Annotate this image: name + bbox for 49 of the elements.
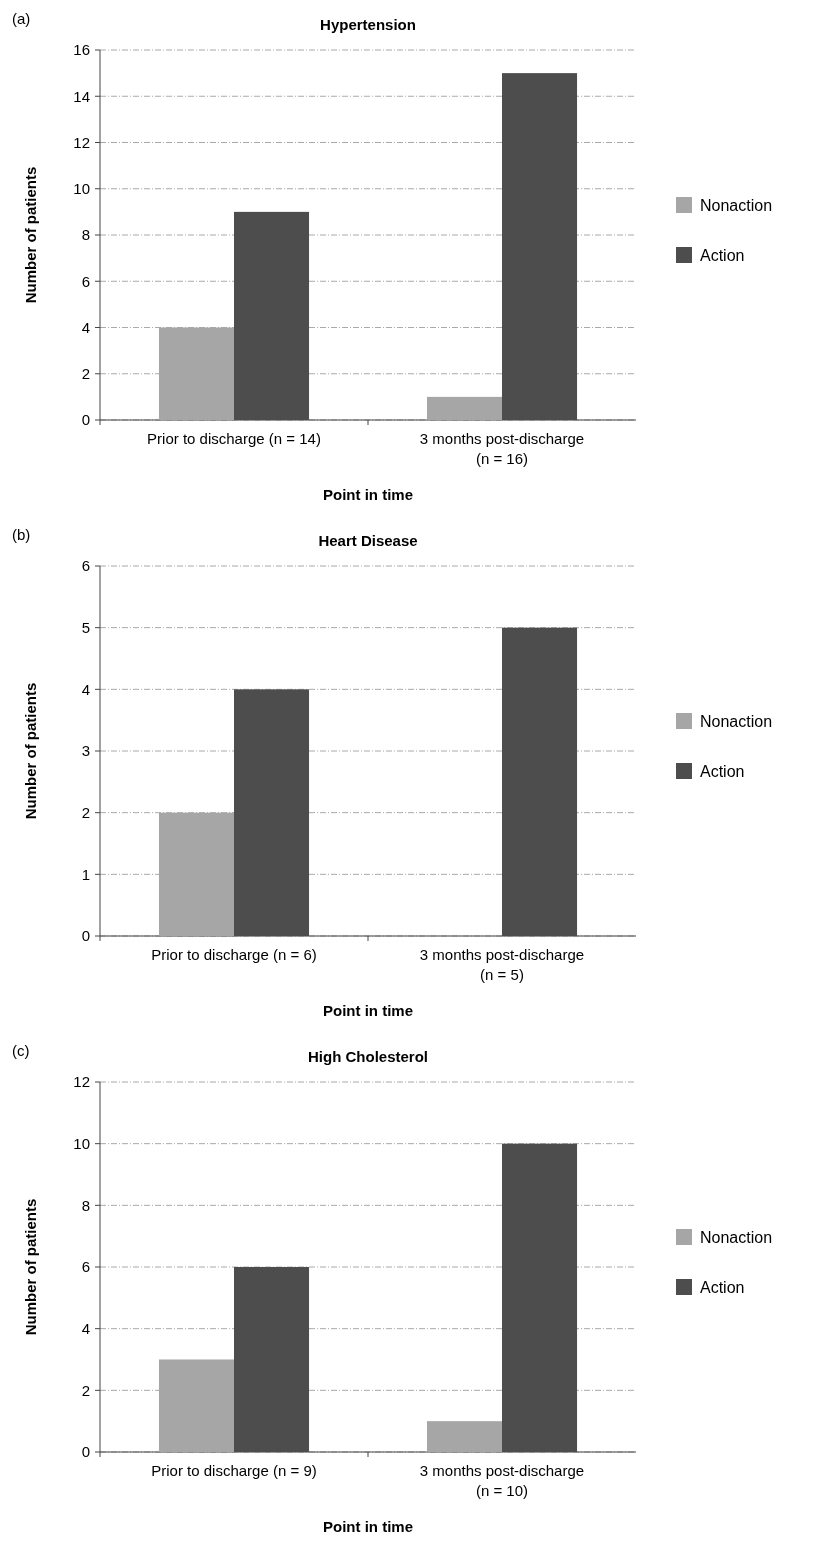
y-tick-label: 6 [81,272,90,290]
legend-label: Nonaction [700,712,773,730]
x-tick-label: Prior to discharge (n = 9) [151,1462,317,1479]
y-tick-label: 0 [81,411,90,429]
y-tick-label: 4 [81,680,90,698]
y-tick-label: 8 [81,226,90,244]
x-axis-title: Point in time [323,1002,413,1019]
y-tick-label: 8 [81,1196,90,1214]
x-axis-title: Point in time [323,486,413,503]
y-tick-label: 6 [81,1258,90,1276]
y-tick-label: 1 [81,865,90,883]
y-tick-label: 2 [81,1381,90,1399]
text: (b) [12,526,31,543]
chart-title: Heart Disease [318,532,418,549]
y-tick-label: 10 [73,1134,90,1152]
x-tick-label: 3 months post-discharge (n = 16) [419,430,585,467]
legend-label: Nonaction [700,196,773,214]
y-axis-title: Number of patients [22,1198,39,1336]
y-tick-label: 10 [73,180,90,197]
y-tick-label: 2 [81,365,90,382]
x-tick-label: 3 months post-discharge (n = 10) [419,1462,585,1499]
text: (a) [12,10,31,27]
y-tick-label: 14 [73,87,90,105]
y-tick-label: 0 [81,1443,90,1461]
y-tick-label: 0 [81,927,90,945]
y-tick-label: 2 [81,803,90,821]
y-tick-label: 6 [81,557,90,575]
bar [426,1421,502,1452]
chart-title: High Cholesterol [307,1048,429,1065]
legend-label: Action [700,762,745,780]
chart-title: Hypertension [320,16,416,33]
x-tick-label: Prior to discharge (n = 6) [151,946,317,963]
y-tick-label: 5 [81,618,90,636]
legend-label: Action [700,246,745,264]
bar [426,396,502,420]
legend-label: Action [700,1278,745,1296]
y-axis-title: Number of patients [22,166,39,304]
x-tick-label: Prior to discharge (n = 14) [147,430,321,447]
y-tick-label: 12 [73,1073,90,1091]
x-tick-label: 3 months post-discharge (n = 5) [419,946,585,983]
y-tick-label: 4 [81,318,90,336]
text: (c) [12,1042,30,1059]
y-tick-label: 4 [81,1319,90,1337]
legend-label: Nonaction [700,1228,773,1246]
y-tick-label: 3 [81,742,90,760]
y-tick-label: 12 [73,133,90,151]
y-tick-label: 16 [73,41,90,59]
x-axis-title: Point in time [323,1518,413,1535]
y-axis-title: Number of patients [22,682,39,820]
